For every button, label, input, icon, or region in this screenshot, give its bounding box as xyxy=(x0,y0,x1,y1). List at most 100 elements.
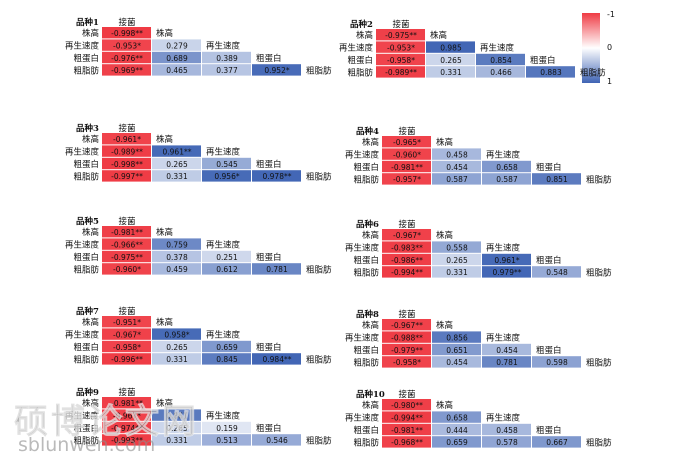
diagonal-label: 粗蛋白 xyxy=(536,255,562,266)
diagonal-label: 粗蛋白 xyxy=(536,425,562,436)
column-header: 接菌 xyxy=(392,19,409,30)
panel-title: 品种10 xyxy=(356,389,385,400)
panel-title: 品种9 xyxy=(76,387,99,398)
diagonal-label: 株高 xyxy=(156,398,173,409)
cell-value-label: 0.545 xyxy=(216,160,238,169)
heatmap-cell xyxy=(532,436,581,448)
heatmap-cell xyxy=(376,53,425,66)
cell-value-label: 0.658 xyxy=(446,413,468,422)
heatmap-cell xyxy=(432,436,481,448)
column-header: 接菌 xyxy=(118,17,135,28)
diagonal-label: 株高 xyxy=(156,28,173,39)
heatmap-cell xyxy=(382,319,431,331)
cell-value-label: -0.967* xyxy=(113,330,141,339)
row-label: 粗蛋白 xyxy=(353,255,379,266)
row-label: 粗脂肪 xyxy=(353,267,379,278)
cell-value-label: 0.956* xyxy=(214,172,239,181)
cell-value-label: 0.578 xyxy=(496,438,518,447)
heatmap-cell xyxy=(202,434,251,446)
cell-value-label: 0.378 xyxy=(166,253,188,262)
heatmap-cell xyxy=(152,421,201,434)
heatmap-cell xyxy=(482,160,531,173)
row-label: 粗蛋白 xyxy=(73,423,99,434)
heatmap-cell xyxy=(152,64,201,76)
heatmap-cell xyxy=(152,340,201,353)
cell-value-label: 0.845 xyxy=(216,355,238,364)
diagonal-label: 株高 xyxy=(156,134,173,145)
cell-value-label: -0.968** xyxy=(391,438,423,447)
heatmap-cell xyxy=(202,353,251,365)
cell-value-label: 0.658 xyxy=(496,163,518,172)
cell-value-label: 0.958* xyxy=(164,330,189,339)
heatmap-cell xyxy=(102,316,151,328)
row-label: 粗脂肪 xyxy=(73,65,99,76)
diagonal-label: 粗脂肪 xyxy=(306,65,332,76)
heatmap-cell xyxy=(382,331,431,343)
heatmap-cell xyxy=(382,411,431,423)
cell-value-label: -0.960* xyxy=(113,265,141,274)
heatmap-cell xyxy=(482,253,531,266)
heatmap-cell xyxy=(102,39,151,51)
heatmap-cell xyxy=(432,241,481,253)
heatmap-cell xyxy=(432,148,481,160)
heatmap-cell xyxy=(426,53,475,66)
diagonal-label: 粗蛋白 xyxy=(530,55,556,66)
cell-value-label: -0.998** xyxy=(111,160,143,169)
diagonal-label: 再生速度 xyxy=(486,413,521,424)
heatmap-cell xyxy=(102,27,151,39)
cell-value-label: -0.960* xyxy=(393,150,421,159)
heatmap-cell xyxy=(382,253,431,266)
cell-value-label: 0.587 xyxy=(446,175,468,184)
row-label: 粗脂肪 xyxy=(353,357,379,368)
cell-value-label: 0.331 xyxy=(166,355,188,364)
row-label: 粗蛋白 xyxy=(73,252,99,263)
diagonal-label: 再生速度 xyxy=(206,147,241,158)
cell-value-label: 0.251 xyxy=(216,253,238,262)
color-scale-legend: -1 0 1 xyxy=(582,10,620,86)
panel-title: 品种2 xyxy=(350,19,373,30)
heatmap-cell xyxy=(102,421,151,434)
heatmap-cell xyxy=(152,51,201,64)
heatmap-cell xyxy=(376,29,425,41)
diagonal-label: 粗脂肪 xyxy=(306,435,332,446)
heatmap-cell xyxy=(252,64,301,76)
cell-value-label: 0.331 xyxy=(166,436,188,445)
heatmap-cell xyxy=(432,266,481,278)
heatmap-panel-2: 品种2 接菌 株高 -0.975** 株高 再生速度 -0.953* 0.985 再生速度 粗蛋白… xyxy=(322,18,622,98)
heatmap-cell xyxy=(376,66,425,78)
cell-value-label: 0.459 xyxy=(166,265,188,274)
heatmap-cell xyxy=(252,434,301,446)
heatmap-cell xyxy=(102,133,151,145)
heatmap-cell xyxy=(476,66,525,78)
cell-value-label: 0.265 xyxy=(446,256,468,265)
heatmap-cell xyxy=(432,253,481,266)
cell-value-label: -0.967* xyxy=(393,231,421,240)
cell-value-label: -0.961* xyxy=(113,135,141,144)
diagonal-label: 粗脂肪 xyxy=(586,267,612,278)
heatmap-cell xyxy=(152,39,201,51)
diagonal-label: 株高 xyxy=(436,230,453,241)
cell-value-label: 0.466 xyxy=(490,68,512,77)
diagonal-label: 粗蛋白 xyxy=(536,345,562,356)
diagonal-label: 粗蛋白 xyxy=(256,342,282,353)
cell-value-label: 0.465 xyxy=(166,66,188,75)
row-label: 株高 xyxy=(356,30,373,41)
row-label: 再生速度 xyxy=(65,147,100,158)
cell-value-label: -0.998** xyxy=(111,29,143,38)
cell-value-label: 0.851 xyxy=(546,175,568,184)
heatmap-cell xyxy=(482,173,531,185)
heatmap-cell xyxy=(382,356,431,368)
diagonal-label: 粗脂肪 xyxy=(580,67,606,78)
panel-title: 品种8 xyxy=(356,309,379,320)
cell-value-label: 0.781 xyxy=(496,358,518,367)
heatmap-cell xyxy=(482,343,531,356)
cell-value-label: 0.689 xyxy=(166,54,188,63)
row-label: 株高 xyxy=(362,320,379,331)
row-label: 株高 xyxy=(362,230,379,241)
